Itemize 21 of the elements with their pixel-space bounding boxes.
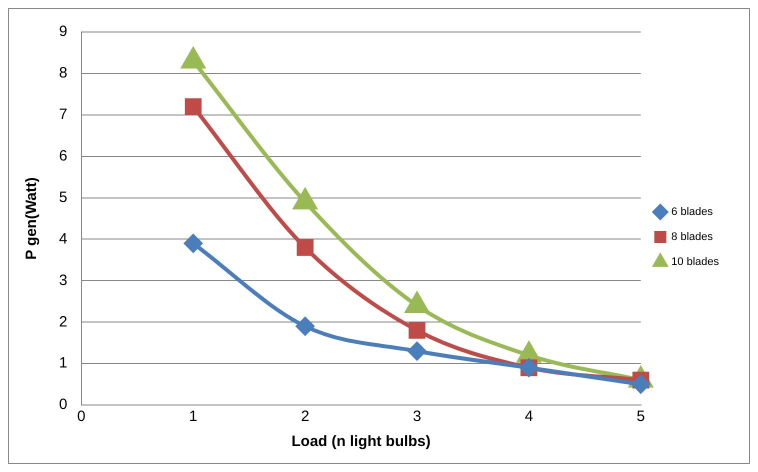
y-tick-label: 8	[59, 64, 68, 82]
legend-label: 10 blades	[671, 256, 720, 268]
x-tick-label: 4	[524, 408, 534, 426]
y-tick-label: 3	[59, 272, 68, 289]
y-tick-label: 9	[59, 23, 68, 40]
legend-label: 8 blades	[671, 231, 714, 244]
x-tick-label: 5	[636, 408, 645, 426]
x-tick-label: 0	[77, 408, 86, 426]
y-tick-label: 5	[59, 188, 68, 206]
y-axis-title: P gen(Watt)	[23, 177, 40, 260]
x-tick-label: 3	[412, 408, 422, 426]
x-tick-label: 2	[300, 408, 310, 426]
y-tick-label: 2	[59, 313, 68, 330]
y-tick-label: 1	[59, 354, 68, 372]
x-tick-label: 1	[189, 408, 198, 426]
y-tick-label: 7	[59, 106, 68, 124]
y-tick-label: 4	[59, 230, 68, 248]
x-axis-title: Load (n light bulbs)	[292, 433, 431, 450]
legend-label: 6 blades	[671, 206, 714, 218]
y-tick-label: 6	[59, 147, 68, 164]
y-tick-label: 0	[59, 396, 68, 414]
